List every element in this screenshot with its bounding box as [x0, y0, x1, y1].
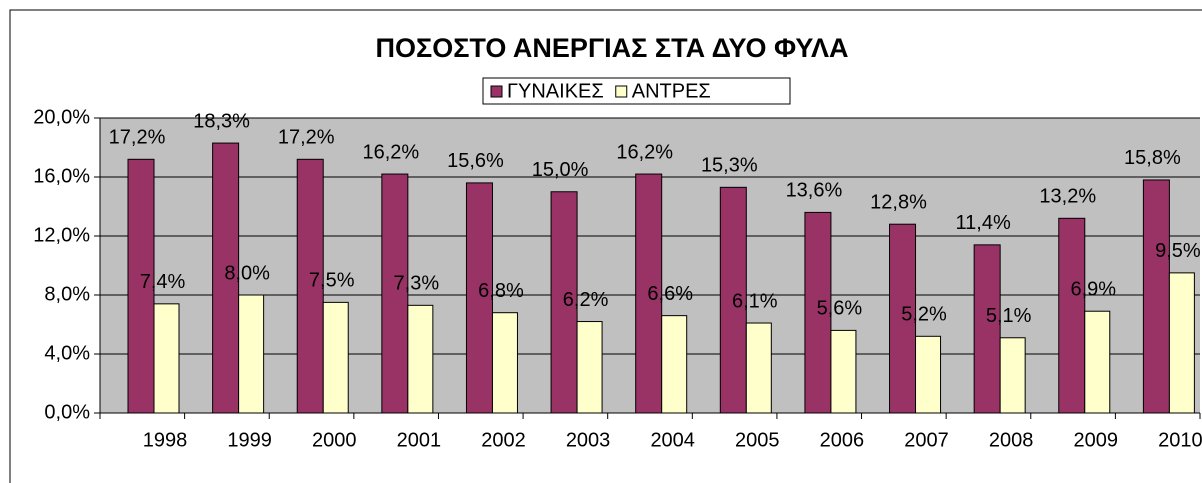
x-tick-label: 2006: [820, 429, 865, 451]
value-label: 7,5%: [309, 270, 355, 292]
bar: [296, 158, 324, 414]
x-tick-label: 2001: [397, 429, 442, 451]
value-label: 15,0%: [532, 159, 589, 181]
bar: [719, 186, 747, 414]
y-tick-label: 4,0%: [44, 342, 90, 364]
value-label: 6,1%: [732, 290, 778, 312]
x-tick-label: 2010: [1158, 429, 1202, 451]
bar: [550, 191, 578, 414]
chart-title: ΠΟΣΟΣΤΟ ΑΝΕΡΓΙΑΣ ΣΤΑ ΔΥΟ ΦΥΛΑ: [376, 33, 849, 63]
value-label: 7,3%: [394, 273, 440, 295]
bar: [745, 322, 772, 414]
bar: [238, 294, 265, 414]
x-tick-label: 1998: [143, 429, 188, 451]
legend-box: [482, 77, 791, 105]
legend-swatch: [615, 85, 628, 98]
y-tick-label: 20,0%: [33, 106, 90, 128]
bar: [212, 142, 240, 414]
value-label: 6,8%: [478, 280, 524, 302]
value-label: 6,6%: [647, 283, 693, 305]
bar: [661, 315, 688, 414]
bar: [999, 337, 1026, 414]
x-tick-label: 2009: [1074, 429, 1119, 451]
value-label: 15,8%: [1124, 147, 1181, 169]
value-label: 15,3%: [701, 155, 758, 177]
value-label: 13,2%: [1039, 186, 1096, 208]
bar: [1058, 217, 1086, 414]
value-label: 17,2%: [278, 127, 335, 149]
legend-label: ΓΥΝΑΙΚΕΣ: [507, 80, 604, 102]
value-label: 17,2%: [109, 127, 166, 149]
value-label: 9,5%: [1155, 240, 1201, 262]
value-label: 5,1%: [986, 305, 1032, 327]
legend-swatch: [490, 85, 503, 98]
y-tick-label: 12,0%: [33, 224, 90, 246]
y-tick-label: 8,0%: [44, 283, 90, 305]
bar: [576, 321, 603, 414]
x-tick-label: 2005: [735, 429, 780, 451]
x-tick-label: 2002: [481, 429, 526, 451]
y-tick-label: 0,0%: [44, 401, 90, 423]
x-tick-label: 2004: [650, 429, 695, 451]
legend-label: ΑΝΤΡΕΣ: [632, 80, 711, 102]
bar: [889, 223, 917, 414]
bar: [407, 304, 434, 414]
x-tick-label: 2000: [312, 429, 357, 451]
value-label: 13,6%: [786, 180, 843, 202]
bar: [322, 301, 349, 414]
x-tick-label: 2007: [904, 429, 949, 451]
bar: [1142, 179, 1170, 414]
value-label: 16,2%: [616, 141, 673, 163]
bar: [830, 329, 857, 414]
value-label: 6,2%: [563, 289, 609, 311]
bar: [153, 303, 180, 414]
bar: [804, 211, 832, 414]
x-tick-label: 1999: [227, 429, 272, 451]
value-label: 8,0%: [224, 262, 270, 284]
x-tick-label: 2003: [566, 429, 611, 451]
bar: [1168, 272, 1195, 414]
value-label: 11,4%: [956, 212, 1011, 234]
value-label: 5,6%: [817, 298, 863, 320]
bar: [127, 158, 155, 414]
value-label: 12,8%: [870, 191, 927, 213]
bar: [381, 173, 409, 414]
value-label: 6,9%: [1070, 279, 1116, 301]
bar: [915, 335, 942, 414]
value-label: 15,6%: [447, 150, 504, 172]
bar: [491, 312, 518, 414]
y-tick-label: 16,0%: [33, 165, 90, 187]
x-tick-label: 2008: [989, 429, 1034, 451]
bar: [465, 182, 493, 414]
value-label: 18,3%: [193, 110, 250, 132]
bar: [973, 244, 1001, 414]
bar: [635, 173, 663, 414]
value-label: 16,2%: [362, 141, 419, 163]
value-label: 5,2%: [901, 304, 947, 326]
value-label: 7,4%: [140, 271, 186, 293]
bar: [1084, 310, 1111, 414]
